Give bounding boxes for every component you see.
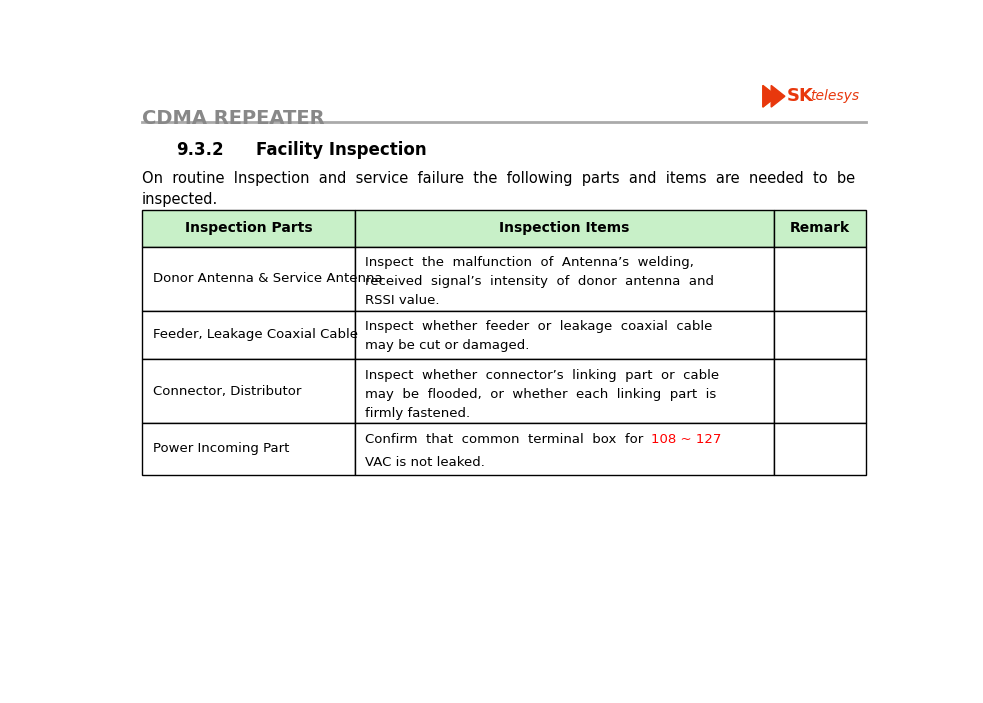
Polygon shape xyxy=(763,86,777,107)
Text: Inspect  whether  connector’s  linking  part  or  cable
may  be  flooded,  or  w: Inspect whether connector’s linking part… xyxy=(365,369,719,420)
Text: On  routine  Inspection  and  service  failure  the  following  parts  and  item: On routine Inspection and service failur… xyxy=(142,171,855,186)
Text: Remark: Remark xyxy=(789,221,849,236)
Polygon shape xyxy=(763,86,777,107)
Text: Inspect  whether  feeder  or  leakage  coaxial  cable
may be cut or damaged.: Inspect whether feeder or leakage coaxia… xyxy=(365,321,712,352)
Text: Inspect  the  malfunction  of  Antenna’s  welding,
received  signal’s  intensity: Inspect the malfunction of Antenna’s wel… xyxy=(365,257,714,307)
Polygon shape xyxy=(772,86,784,107)
Text: Donor Antenna & Service Antenna: Donor Antenna & Service Antenna xyxy=(153,272,383,285)
Bar xyxy=(356,359,774,423)
Bar xyxy=(356,247,774,311)
Text: Inspection Parts: Inspection Parts xyxy=(185,221,313,236)
Bar xyxy=(356,210,774,247)
Text: Confirm  that  common  terminal  box  for: Confirm that common terminal box for xyxy=(365,433,652,446)
Bar xyxy=(774,311,866,359)
Text: Power Incoming Part: Power Incoming Part xyxy=(153,442,290,456)
Bar xyxy=(142,423,356,475)
Bar xyxy=(774,423,866,475)
Text: Inspection Items: Inspection Items xyxy=(499,221,630,236)
Text: SK: SK xyxy=(787,87,814,105)
Bar xyxy=(774,247,866,311)
Bar xyxy=(142,247,356,311)
Bar xyxy=(774,359,866,423)
Bar xyxy=(142,359,356,423)
Text: CDMA REPEATER: CDMA REPEATER xyxy=(142,109,324,128)
Text: inspected.: inspected. xyxy=(142,191,218,207)
Bar xyxy=(142,311,356,359)
Text: telesys: telesys xyxy=(810,89,859,103)
Text: Feeder, Leakage Coaxial Cable: Feeder, Leakage Coaxial Cable xyxy=(153,328,359,342)
Bar xyxy=(356,423,774,475)
Text: VAC is not leaked.: VAC is not leaked. xyxy=(365,456,485,469)
Text: Facility Inspection: Facility Inspection xyxy=(257,141,427,159)
Text: 9.3.2: 9.3.2 xyxy=(176,141,224,159)
Bar xyxy=(774,210,866,247)
Bar xyxy=(142,210,356,247)
Text: Connector, Distributor: Connector, Distributor xyxy=(153,385,302,398)
Bar xyxy=(356,311,774,359)
Text: 108 ~ 127: 108 ~ 127 xyxy=(652,433,722,446)
